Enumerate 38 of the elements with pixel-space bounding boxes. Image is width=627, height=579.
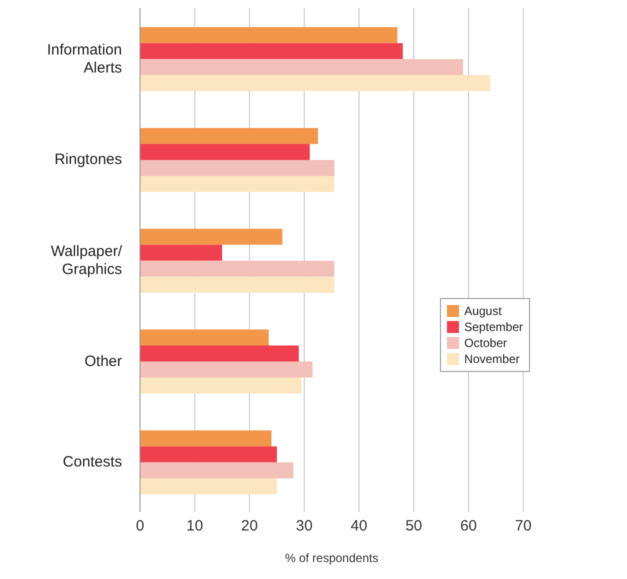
bar xyxy=(140,430,272,446)
bar xyxy=(140,75,490,92)
bar xyxy=(140,43,403,60)
bar xyxy=(140,244,222,261)
bar xyxy=(140,478,277,494)
bar xyxy=(140,378,302,394)
y-tick-label: Ringtones xyxy=(54,150,122,168)
x-tick-label: 30 xyxy=(296,518,313,535)
bar xyxy=(140,228,282,245)
legend-label: September xyxy=(464,319,523,335)
bar xyxy=(140,59,464,76)
y-tick-label: Information Alerts xyxy=(46,40,122,76)
bar xyxy=(140,144,310,160)
legend-label: November xyxy=(464,351,520,367)
x-tick-label: 0 xyxy=(136,518,144,535)
bar xyxy=(140,27,398,44)
x-tick-label: 20 xyxy=(241,518,258,535)
bar xyxy=(140,446,277,462)
y-tick-label: Other xyxy=(84,352,122,370)
bar xyxy=(140,330,269,346)
bar xyxy=(140,346,299,362)
x-tick-label: 50 xyxy=(405,518,422,535)
bar xyxy=(140,128,318,144)
bar xyxy=(140,260,334,277)
bar xyxy=(140,160,334,176)
legend-label: August xyxy=(464,303,502,319)
bar xyxy=(140,276,334,293)
bar xyxy=(140,462,294,478)
y-tick-label: Contests xyxy=(62,453,122,470)
x-tick-label: 70 xyxy=(514,518,532,535)
y-tick-label: Wallpaper/ Graphics xyxy=(50,242,123,278)
bar xyxy=(140,176,334,192)
x-tick-label: 40 xyxy=(350,518,368,535)
x-tick-label: 60 xyxy=(460,518,477,535)
x-tick-label: 10 xyxy=(186,518,204,535)
x-axis-title: % of respondents xyxy=(284,551,378,565)
legend-label: October xyxy=(464,335,507,351)
bar xyxy=(140,362,312,378)
